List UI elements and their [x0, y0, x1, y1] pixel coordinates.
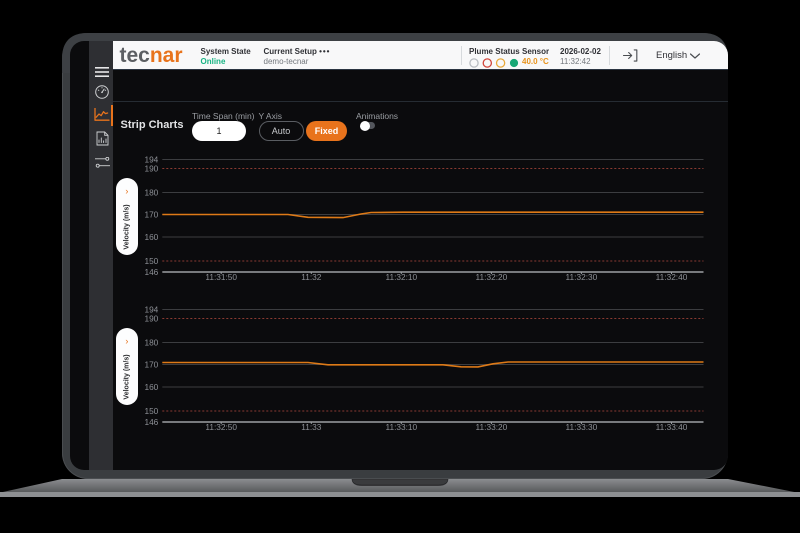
svg-text:146: 146: [144, 417, 158, 427]
svg-text:11:33:40: 11:33:40: [656, 422, 688, 432]
svg-text:11:33:10: 11:33:10: [385, 422, 417, 432]
svg-text:11:32: 11:32: [301, 272, 322, 282]
svg-text:190: 190: [144, 314, 158, 324]
svg-text:11:33:30: 11:33:30: [566, 422, 598, 432]
svg-text:11:32:20: 11:32:20: [476, 272, 508, 282]
svg-text:11:33:20: 11:33:20: [476, 422, 508, 432]
svg-text:11:32:30: 11:32:30: [566, 272, 598, 282]
svg-text:11:33: 11:33: [301, 422, 322, 432]
svg-text:146: 146: [144, 267, 158, 277]
svg-text:11:32:10: 11:32:10: [385, 272, 417, 282]
svg-text:11:32:40: 11:32:40: [656, 272, 688, 282]
svg-text:170: 170: [144, 360, 158, 370]
svg-text:160: 160: [144, 382, 158, 392]
svg-text:11:32:50: 11:32:50: [205, 422, 237, 432]
svg-text:180: 180: [144, 338, 158, 348]
svg-text:180: 180: [144, 188, 158, 198]
svg-text:150: 150: [144, 406, 158, 416]
svg-text:150: 150: [144, 256, 158, 266]
svg-text:170: 170: [144, 210, 158, 220]
svg-text:11:31:50: 11:31:50: [205, 272, 237, 282]
svg-text:190: 190: [144, 164, 158, 174]
svg-text:160: 160: [144, 232, 158, 242]
